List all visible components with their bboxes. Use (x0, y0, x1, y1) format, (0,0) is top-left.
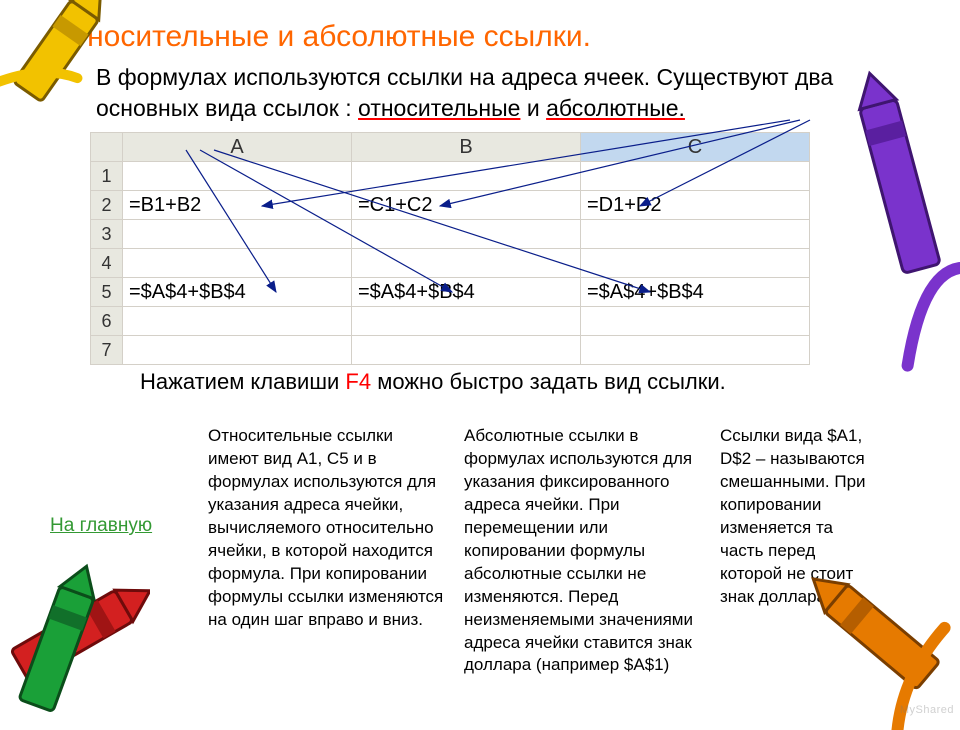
intro-bullet: В формулах используются ссылки на адреса… (70, 62, 910, 124)
row-header: 1 (91, 162, 123, 191)
home-link[interactable]: На главную (50, 515, 190, 537)
cell: =B1+B2 (123, 191, 352, 220)
cell (123, 249, 352, 278)
row-4: 4 (91, 249, 810, 278)
cell: =$A$4+$B$4 (581, 278, 810, 307)
column-relative: Относительные ссылки имеют вид А1, С5 и … (208, 425, 446, 631)
row-2: 2 =B1+B2 =C1+C2 =D1+D2 (91, 191, 810, 220)
column-mixed: Ссылки вида $A1, D$2 – называются смешан… (720, 425, 880, 609)
row-1: 1 (91, 162, 810, 191)
cell (581, 162, 810, 191)
hint-before: Нажатием клавиши (140, 369, 345, 394)
spreadsheet-table: A B C 1 2 =B1+B2 =C1+C2 =D1+D2 3 4 (90, 132, 810, 365)
hint-key: F4 (345, 369, 371, 394)
cell (581, 220, 810, 249)
bottom-columns: На главную Относительные ссылки имеют ви… (50, 425, 910, 677)
header-row: A B C (91, 133, 810, 162)
cell (352, 249, 581, 278)
slide: Относительные и абсолютные ссылки. В фор… (0, 0, 960, 720)
cell: =C1+C2 (352, 191, 581, 220)
cell (581, 336, 810, 365)
col-header-b: B (352, 133, 581, 162)
row-3: 3 (91, 220, 810, 249)
corner-cell (91, 133, 123, 162)
hint-after: можно быстро задать вид ссылки. (371, 369, 726, 394)
cell (123, 336, 352, 365)
intro-text: В формулах используются ссылки на адреса… (96, 62, 910, 124)
column-absolute: Абсолютные ссылки в формулах используютс… (464, 425, 702, 677)
row-header: 6 (91, 307, 123, 336)
row-header: 5 (91, 278, 123, 307)
row-header: 4 (91, 249, 123, 278)
col-header-c: C (581, 133, 810, 162)
intro-sep: и (520, 95, 546, 121)
cell (352, 336, 581, 365)
cell: =$A$4+$B$4 (123, 278, 352, 307)
intro-relative-word: относительные (358, 95, 520, 121)
cell (581, 249, 810, 278)
bullet-icon (70, 74, 76, 80)
cell: =$A$4+$B$4 (352, 278, 581, 307)
cell (352, 220, 581, 249)
intro-absolute-word: абсолютные. (546, 95, 685, 121)
row-7: 7 (91, 336, 810, 365)
slide-title: Относительные и абсолютные ссылки. (50, 20, 910, 54)
cell (352, 162, 581, 191)
watermark: MyShared (900, 704, 954, 716)
hint-text: Нажатием клавиши F4 можно быстро задать … (140, 369, 910, 395)
spreadsheet: A B C 1 2 =B1+B2 =C1+C2 =D1+D2 3 4 (90, 132, 810, 365)
row-6: 6 (91, 307, 810, 336)
row-5: 5 =$A$4+$B$4 =$A$4+$B$4 =$A$4+$B$4 (91, 278, 810, 307)
row-header: 7 (91, 336, 123, 365)
row-header: 2 (91, 191, 123, 220)
col-header-a: A (123, 133, 352, 162)
cell (581, 307, 810, 336)
cell (123, 220, 352, 249)
cell (352, 307, 581, 336)
cell (123, 307, 352, 336)
cell: =D1+D2 (581, 191, 810, 220)
row-header: 3 (91, 220, 123, 249)
cell (123, 162, 352, 191)
